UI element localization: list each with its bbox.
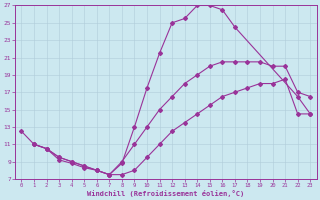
X-axis label: Windchill (Refroidissement éolien,°C): Windchill (Refroidissement éolien,°C) — [87, 190, 244, 197]
